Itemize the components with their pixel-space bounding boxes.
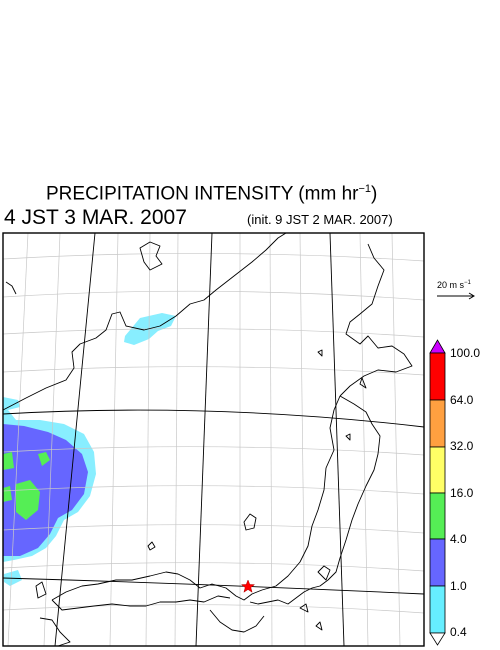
colorbar-segment — [429, 585, 446, 634]
rain-area-green-2 — [3, 452, 14, 470]
lat-lon-grid-major — [2, 232, 425, 647]
colorbar-top-triangle — [429, 339, 446, 354]
colorbar-label: 1.0 — [450, 579, 467, 593]
colorbar-segment — [429, 538, 446, 587]
map-title: PRECIPITATION INTENSITY (mm hr−1) — [46, 183, 378, 205]
colorbar-label: 100.0 — [450, 346, 481, 360]
rain-area-green-4 — [3, 486, 12, 502]
colorbar-label: 4.0 — [450, 532, 467, 546]
colorbar-segment — [429, 446, 446, 494]
init-time: (init. 9 JST 2 MAR. 2007) — [247, 212, 393, 227]
colorbar — [429, 339, 446, 646]
colorbar-bottom-triangle — [429, 632, 446, 646]
colorbar-label: 32.0 — [450, 439, 474, 453]
valid-time: 4 JST 3 MAR. 2007 — [4, 206, 187, 229]
colorbar-label: 0.4 — [450, 625, 467, 639]
wind-vector-key-label: 20 m s−1 — [437, 280, 471, 290]
colorbar-label: 16.0 — [450, 486, 474, 500]
rain-area-blue — [3, 424, 88, 556]
rain-areas — [3, 313, 176, 586]
colorbar-segment — [429, 492, 446, 540]
colorbar-segment — [429, 399, 446, 448]
colorbar-segment — [429, 352, 446, 401]
colorbar-label: 64.0 — [450, 393, 474, 407]
coastlines — [2, 232, 413, 647]
location-star-icon — [240, 579, 256, 593]
rain-area-green-3 — [38, 452, 50, 466]
map-frame — [2, 232, 425, 647]
wind-vector-key-arrow — [437, 292, 475, 300]
